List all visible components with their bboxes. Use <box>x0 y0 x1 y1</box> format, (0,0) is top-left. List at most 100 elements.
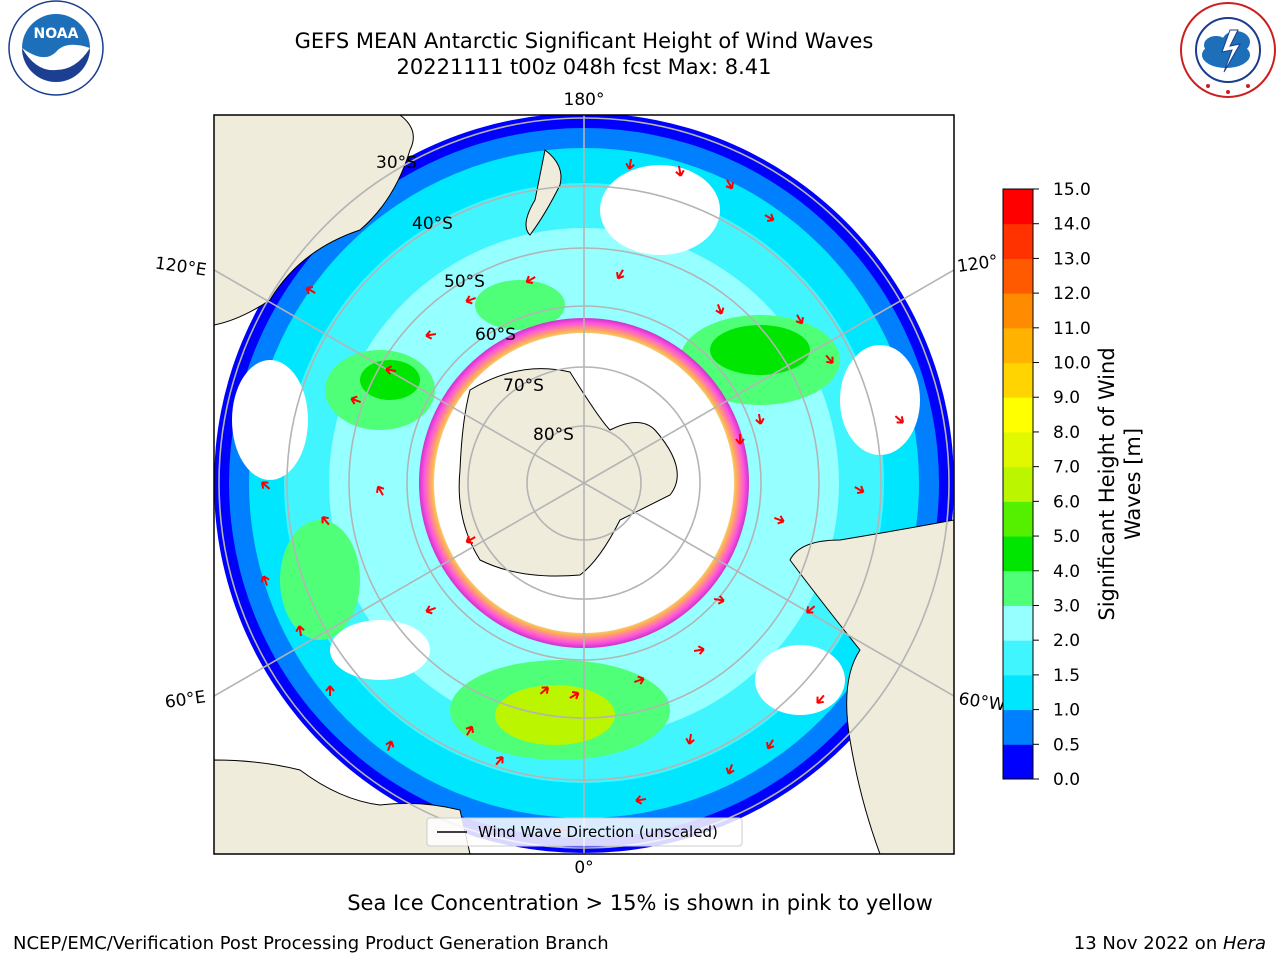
colorbar-swatch <box>1003 466 1033 502</box>
wave-direction-arrow <box>816 694 825 705</box>
legend-label: Wind Wave Direction (unscaled) <box>478 823 718 841</box>
lon-label-60e: 60°E <box>164 687 207 712</box>
colorbar-tick-label: 6.0 <box>1053 492 1080 512</box>
noaa-logo-text: NOAA <box>34 26 79 42</box>
wave-direction-arrow <box>525 275 536 284</box>
colorbar-swatch <box>1003 223 1033 259</box>
wave-direction-arrow <box>539 686 550 695</box>
colorbar-tick-label: 11.0 <box>1053 319 1091 339</box>
wave-direction-arrow <box>634 675 645 685</box>
credit-date: 13 Nov 2022 on Hera <box>1074 933 1266 954</box>
lat-label-40s: 40°S <box>412 214 453 234</box>
colorbar-tick-label: 15.0 <box>1053 180 1091 200</box>
wave-direction-arrow <box>385 365 397 375</box>
wave-direction-arrow <box>854 485 865 494</box>
map-legend: Wind Wave Direction (unscaled) <box>426 817 743 847</box>
colorbar-tick-label: 7.0 <box>1053 458 1080 478</box>
wave-direction-arrow <box>795 314 804 325</box>
wave-direction-arrow <box>735 434 745 445</box>
colorbar-tick-label: 4.0 <box>1053 562 1080 582</box>
lon-label-120e: 120°E <box>154 254 208 281</box>
colorbar-swatch <box>1003 501 1033 537</box>
colorbar-tick-label: 14.0 <box>1053 215 1091 235</box>
colorbar-tick-label: 0.0 <box>1053 770 1080 790</box>
wave-direction-arrow <box>713 595 725 605</box>
wave-direction-arrow <box>725 764 735 775</box>
wave-direction-arrow <box>495 755 504 766</box>
colorbar-tick-label: 8.0 <box>1053 423 1080 443</box>
colorbar-swatch <box>1003 189 1033 225</box>
wave-direction-arrow <box>805 605 816 614</box>
colorbar-tick-label: 3.0 <box>1053 596 1080 616</box>
wave-direction-arrow <box>295 625 305 637</box>
colorbar-swatch <box>1003 605 1033 641</box>
lat-label-80s: 80°S <box>533 425 574 445</box>
lon-label-120w: 120° <box>956 251 999 277</box>
wind-wave-arrows <box>260 158 905 835</box>
sea-ice-footnote: Sea Ice Concentration > 15% is shown in … <box>347 891 933 915</box>
colorbar-swatch <box>1003 293 1033 329</box>
nws-logo <box>1180 2 1276 98</box>
wave-direction-arrow <box>635 795 647 805</box>
colorbar-swatch <box>1003 744 1033 780</box>
wave-direction-arrow <box>465 535 476 544</box>
wave-direction-arrow <box>350 395 361 405</box>
wave-direction-arrow <box>755 413 765 425</box>
lon-label-0: 0° <box>574 858 593 878</box>
colorbar-swatch <box>1003 536 1033 572</box>
colorbar-tick-label: 12.0 <box>1053 284 1091 304</box>
colorbar-tick-label: 0.5 <box>1053 735 1080 755</box>
wave-direction-arrow <box>685 733 695 745</box>
colorbar-swatch <box>1003 709 1033 745</box>
credit-branch: NCEP/EMC/Verification Post Processing Pr… <box>13 933 609 954</box>
colorbar-swatch <box>1003 674 1033 711</box>
wave-direction-arrow <box>625 158 635 170</box>
australia-land <box>214 115 414 326</box>
credit-host: Hera <box>1222 933 1266 954</box>
colorbar-swatch <box>1003 397 1033 433</box>
wave-direction-arrow <box>305 286 316 295</box>
wave-direction-arrow <box>766 739 775 750</box>
wave-direction-arrow <box>675 165 685 177</box>
colorbar-swatch <box>1003 362 1033 398</box>
colorbar-swatch <box>1003 327 1033 364</box>
wave-direction-arrow <box>616 269 625 280</box>
wave-direction-arrow <box>725 179 734 190</box>
lat-label-60s: 60°S <box>475 325 516 345</box>
chart-subtitle: 20221111 t00z 048h fcst Max: 8.41 <box>396 55 772 79</box>
wave-direction-arrow <box>385 740 395 751</box>
colorbar-tick-label: 10.0 <box>1053 354 1091 374</box>
graticule <box>214 115 954 854</box>
colorbar-tick-label: 2.0 <box>1053 631 1080 651</box>
colorbar: 0.0 0.5 1.0 1.5 2.0 3.0 4.0 5.0 6.0 7.0 8.0 9.0 10.0… <box>1002 180 1145 790</box>
colorbar-swatch <box>1003 570 1033 606</box>
lat-label-30s: 30°S <box>376 153 417 173</box>
colorbar-swatch <box>1003 431 1033 468</box>
colorbar-swatch <box>1003 258 1033 294</box>
africa-land <box>214 759 471 854</box>
map-plot-area <box>214 115 954 854</box>
wave-direction-arrow <box>764 213 775 222</box>
wave-direction-arrow <box>425 605 436 615</box>
wave-direction-arrow <box>260 481 271 490</box>
wave-direction-arrow <box>693 645 705 655</box>
colorbar-tick-label: 1.5 <box>1053 666 1080 686</box>
wave-direction-arrow <box>465 725 474 736</box>
chart-title: GEFS MEAN Antarctic Significant Height o… <box>294 29 874 53</box>
lat-label-50s: 50°S <box>444 272 485 292</box>
wave-direction-arrow <box>260 575 270 586</box>
colorbar-tick-label: 5.0 <box>1053 527 1080 547</box>
lon-label-180: 180° <box>564 90 605 110</box>
wave-direction-arrow <box>894 415 905 424</box>
wave-direction-arrow <box>774 515 785 525</box>
colorbar-tick-label: 1.0 <box>1053 701 1080 721</box>
new-zealand-land <box>525 149 562 236</box>
wave-direction-arrow <box>321 515 330 526</box>
wave-direction-arrow <box>825 354 834 365</box>
south-america-land <box>789 519 954 854</box>
wave-direction-arrow <box>376 485 385 496</box>
wave-direction-arrow <box>425 330 437 340</box>
colorbar-label-line2: Waves [m] <box>1121 428 1145 540</box>
wave-direction-arrow <box>465 295 476 305</box>
